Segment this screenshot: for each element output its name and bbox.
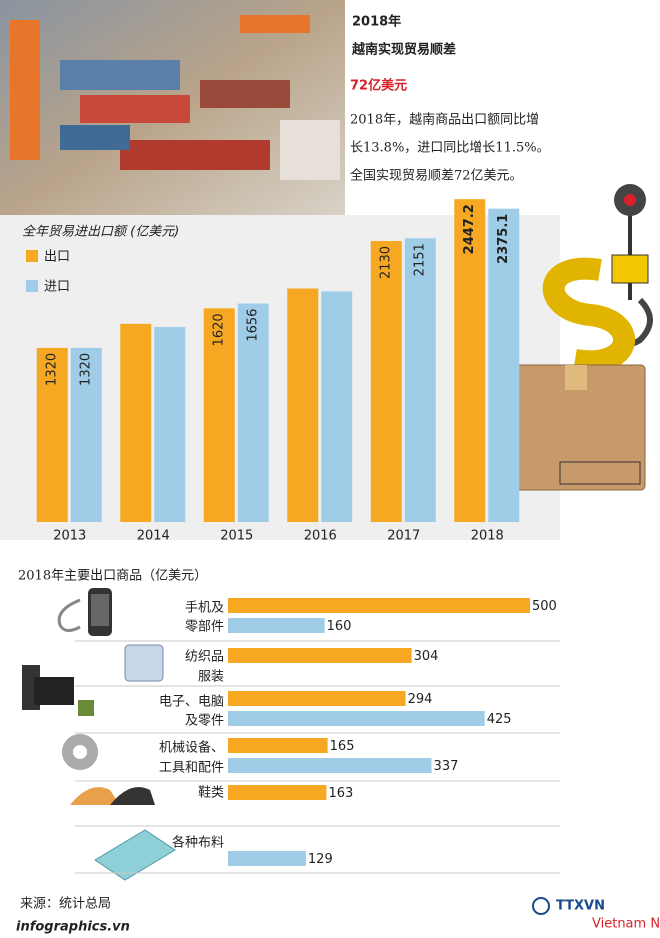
category-label: 机械设备、 xyxy=(159,740,224,756)
category-label: 电子、电脑 xyxy=(159,695,224,710)
chart-title: 2018年主要出口商品（亿美元） xyxy=(18,569,207,584)
value-label: 129 xyxy=(308,852,333,867)
value-label: 1656 xyxy=(246,309,261,342)
bar xyxy=(228,598,530,613)
bar xyxy=(154,327,186,522)
bar xyxy=(228,691,406,706)
header-year: 2018年 xyxy=(352,14,401,30)
summary-line: 全国实现贸易顺差72亿美元。 xyxy=(350,168,523,184)
bar xyxy=(287,288,319,522)
header-headline: 越南实现贸易顺差 xyxy=(351,42,456,58)
category-label: 服装 xyxy=(198,670,224,685)
bar xyxy=(404,238,436,522)
value-label: 500 xyxy=(532,599,557,614)
containers xyxy=(10,15,340,180)
bar xyxy=(228,785,327,800)
value-label: 2375.1 xyxy=(496,214,511,264)
bar xyxy=(228,758,432,773)
x-tick-label: 2014 xyxy=(137,529,170,544)
bar xyxy=(237,303,269,522)
category-label: 各种布料 xyxy=(172,835,224,851)
value-label: 337 xyxy=(434,759,459,774)
value-label: 425 xyxy=(487,712,512,727)
value-label: 1320 xyxy=(45,353,60,386)
value-label: 160 xyxy=(327,619,352,634)
bar xyxy=(370,241,402,522)
category-label: 及零件 xyxy=(185,714,224,729)
bar xyxy=(120,323,152,522)
bar xyxy=(488,208,520,522)
value-label: 1620 xyxy=(212,313,227,346)
source: 来源：统计总局 xyxy=(20,897,111,912)
legend-label: 进口 xyxy=(44,280,70,295)
value-label: 163 xyxy=(328,786,353,801)
x-tick-label: 2013 xyxy=(53,529,86,544)
bar xyxy=(228,851,306,866)
bar xyxy=(70,347,102,522)
bar xyxy=(228,711,485,726)
bar xyxy=(228,618,325,633)
x-tick-label: 2018 xyxy=(471,529,504,544)
summary-line: 长13.8%，进口同比增长11.5%。 xyxy=(350,141,550,156)
value-label: 2151 xyxy=(413,243,428,276)
agency-sub: Vietnam News Agency xyxy=(592,917,660,932)
value-label: 2130 xyxy=(379,246,394,279)
value-label: 1320 xyxy=(79,353,94,386)
x-tick-label: 2016 xyxy=(304,529,337,544)
site: infographics.vn xyxy=(16,920,130,935)
x-tick-label: 2015 xyxy=(220,529,253,544)
bar xyxy=(321,291,353,522)
value-label: 165 xyxy=(330,739,355,754)
category-label: 工具和配件 xyxy=(159,761,224,776)
agency: TTXVN xyxy=(556,899,605,914)
bar xyxy=(36,347,68,522)
value-label: 294 xyxy=(408,692,433,707)
header-highlight: 72亿美元 xyxy=(350,78,407,94)
bar xyxy=(454,199,486,523)
crane-box-illustration xyxy=(504,184,653,491)
bar xyxy=(203,308,235,522)
category-label: 纺织品 xyxy=(185,650,224,665)
value-label: 2447.2 xyxy=(462,204,477,254)
legend-swatch xyxy=(26,250,38,262)
category-label: 手机及 xyxy=(185,601,224,616)
summary-line: 2018年，越南商品出口额同比增 xyxy=(350,112,539,128)
bar xyxy=(228,738,328,753)
bar xyxy=(228,648,412,663)
value-label: 304 xyxy=(414,649,439,664)
x-tick-label: 2017 xyxy=(387,529,420,544)
category-label: 鞋类 xyxy=(198,785,224,801)
legend-swatch xyxy=(26,280,38,292)
category-label: 零部件 xyxy=(185,620,224,635)
legend-label: 出口 xyxy=(44,250,70,265)
product-icons xyxy=(22,588,176,881)
copyright-mark xyxy=(532,897,550,915)
chart-title: 全年贸易进出口额 (亿美元) xyxy=(22,224,179,240)
